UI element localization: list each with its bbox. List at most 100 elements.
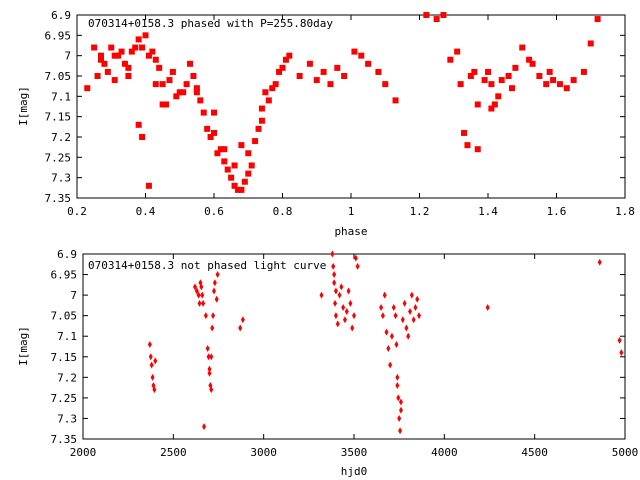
unphased-x-tick-label: 4500 [521,446,548,459]
phased-data-point [262,89,269,96]
phased-data-point [231,182,238,189]
phased-y-tick-label: 7 [64,50,71,63]
phased-data-point [169,68,176,75]
phased-data-point [166,77,173,84]
phased-data-point [563,85,570,92]
phased-y-axis-label: I[mag] [17,86,30,126]
phased-data-point [269,85,276,92]
phased-data-point [461,129,468,136]
unphased-data-point [353,254,358,262]
phased-x-tick-label: 0.2 [67,205,87,218]
unphased-data-points [147,250,624,435]
phased-panel: 070314+0158.3 phased with P=255.80day ph… [17,9,635,238]
unphased-y-tick-label: 7 [70,289,77,302]
unphased-data-point [209,353,214,361]
phased-data-point [152,56,159,63]
unphased-data-point [597,258,602,266]
phased-data-point [245,170,252,177]
unphased-data-point [485,303,490,311]
phased-data-point [505,73,512,79]
phased-data-point [498,77,505,84]
phased-data-point [183,81,190,88]
phased-data-point [111,77,118,84]
phased-data-point [245,150,252,157]
phased-data-point [145,182,152,189]
unphased-data-point [346,287,351,295]
phased-data-point [104,68,111,75]
phased-data-point [306,60,313,67]
unphased-data-point [332,279,337,287]
unphased-data-point [333,299,338,307]
phased-data-point [221,158,228,165]
unphased-data-point [386,345,391,353]
unphased-data-point [148,353,153,361]
phased-data-point [454,48,461,55]
phased-data-point [265,97,272,104]
phased-x-tick-label: 1.8 [615,205,635,218]
unphased-y-tick-label: 7.05 [51,310,78,323]
phased-data-point [204,125,211,132]
phased-data-point [481,77,488,84]
phased-data-point [467,73,474,79]
phased-data-point [313,77,320,84]
phased-data-point [556,81,563,88]
unphased-data-point [240,316,245,324]
unphased-data-point [150,373,155,381]
phased-data-point [221,146,228,153]
unphased-data-point [202,423,207,431]
unphased-data-point [348,299,353,307]
unphased-x-tick-label: 3500 [341,446,368,459]
phased-data-point [200,109,207,116]
phased-data-point [94,73,101,79]
phased-data-point [536,73,543,79]
phased-data-point [234,186,241,193]
phased-data-point [464,142,471,149]
phased-data-point [440,12,447,18]
unphased-data-point [209,386,214,394]
unphased-y-axis-label: I[mag] [17,326,30,366]
phased-data-point [139,134,146,140]
unphased-data-point [388,361,393,369]
unphased-data-point [393,312,398,320]
phased-axis-ticks: 0.2 0.4 0.6 0.8 1 1.2 1.4 1.6 1.8 6.9 6.95 7 7.05 7.1… [45,9,635,218]
phased-data-point [491,101,498,108]
phased-data-point [224,166,231,173]
phased-data-point [132,44,139,51]
phased-x-tick-label: 1 [348,205,355,218]
unphased-data-point [147,340,152,348]
unphased-data-point [408,308,413,316]
phased-data-point [488,105,495,112]
unphased-x-tick-label: 4000 [431,446,458,459]
phased-data-point [241,178,248,185]
unphased-y-tick-label: 7.15 [51,351,78,364]
phased-data-point [433,16,440,23]
phased-x-axis-label: phase [334,225,367,238]
phased-x-tick-label: 1.2 [410,205,430,218]
phased-data-point [529,60,536,67]
phased-data-point [228,174,235,181]
phased-data-point [145,52,152,59]
phased-data-point [156,64,163,71]
phased-data-point [272,81,279,88]
phased-data-point [97,52,104,59]
phased-data-point [211,109,217,116]
unphased-data-point [215,271,220,279]
phased-data-point [108,44,115,51]
phased-data-point [211,129,217,136]
phased-data-point [84,85,91,92]
unphased-data-point [406,332,411,340]
unphased-x-axis-label: hjd0 [341,465,368,478]
unphased-data-point [397,414,402,422]
phased-data-point [135,121,142,128]
unphased-data-point [337,291,342,299]
phased-data-point [546,68,553,75]
unphased-data-point [152,386,157,394]
unphased-y-tick-label: 7.3 [57,412,77,425]
unphased-data-point [211,287,216,295]
phased-data-point [334,64,341,71]
unphased-data-point [394,340,399,348]
unphased-data-point [330,250,335,258]
unphased-data-point [206,353,211,361]
phased-y-tick-label: 7.15 [45,111,72,124]
phased-data-point [474,101,481,108]
